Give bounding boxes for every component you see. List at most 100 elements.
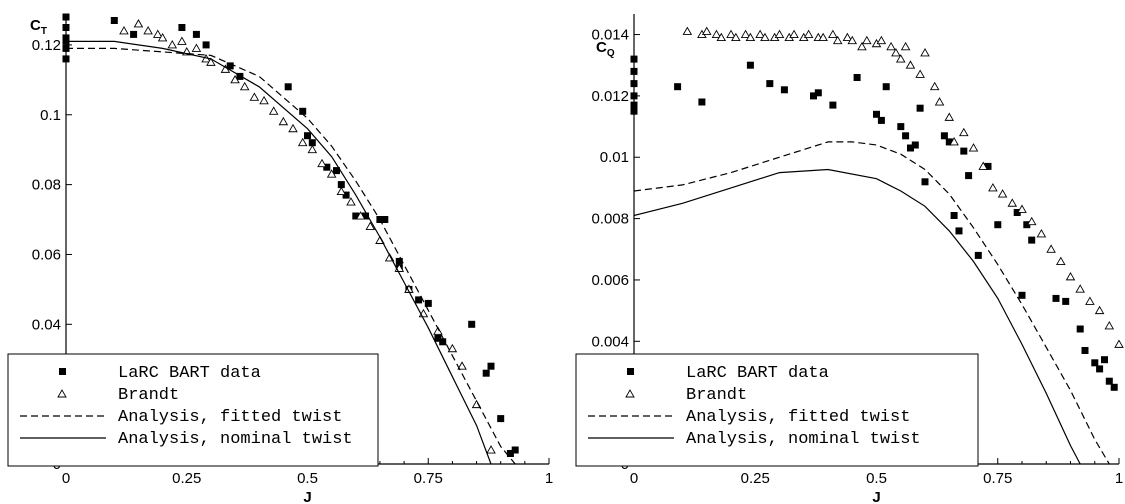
data-point-triangle	[230, 74, 240, 84]
y-axis-label: CQ	[596, 39, 615, 59]
y-axis-label-main: C	[596, 39, 607, 56]
y-tick-label: 0.1	[40, 107, 61, 124]
data-point-triangle	[944, 112, 955, 121]
x-tick-label: 1	[1115, 470, 1123, 487]
data-point-triangle	[701, 26, 712, 35]
data-point-square	[897, 123, 905, 131]
data-point-triangle	[740, 29, 751, 38]
data-point-triangle	[726, 29, 736, 38]
data-point-square	[1062, 297, 1070, 305]
data-point-square	[984, 162, 992, 170]
data-point-triangle	[929, 81, 940, 91]
x-tick-label: 0.5	[866, 470, 887, 487]
data-point-square	[814, 89, 822, 97]
data-point-triangle	[119, 26, 129, 35]
data-point-triangle	[346, 197, 356, 206]
data-point-square	[482, 369, 490, 377]
data-point-square	[1013, 209, 1021, 216]
data-point-triangle	[355, 211, 366, 220]
data-point-square	[955, 227, 963, 235]
data-point-square	[674, 83, 682, 91]
legend-label: Analysis, nominal twist	[686, 430, 921, 449]
data-point-triangle	[167, 40, 178, 49]
y-tick-label: 0.01	[600, 149, 629, 166]
y-tick-label: 0.014	[591, 27, 629, 44]
data-point-triangle	[716, 32, 727, 42]
data-point-square	[395, 257, 403, 265]
data-point-square	[511, 446, 519, 454]
data-point-square	[284, 83, 292, 91]
data-point-square	[780, 86, 788, 94]
plot-area	[630, 26, 1124, 465]
data-point-square	[1052, 294, 1060, 302]
x-tick-label: 1	[545, 470, 553, 487]
data-point-square	[882, 83, 890, 91]
series-1	[630, 55, 1118, 391]
legend-label: Analysis, fitted twist	[686, 408, 910, 427]
data-point-square	[853, 74, 861, 81]
data-point-triangle	[1065, 271, 1076, 281]
data-point-triangle	[143, 26, 153, 35]
data-point-square	[1101, 356, 1108, 364]
y-tick-label: 0.004	[591, 333, 629, 350]
data-point-triangle	[731, 32, 741, 42]
data-point-triangle	[895, 54, 906, 63]
data-point-square	[304, 132, 311, 140]
data-point-triangle	[997, 189, 1008, 198]
data-point-square	[1110, 383, 1118, 391]
data-point-square	[907, 144, 914, 152]
data-point-square	[960, 147, 968, 155]
data-point-triangle	[1114, 339, 1124, 348]
data-point-square	[1096, 365, 1104, 373]
series-4	[633, 168, 1081, 465]
chart-panel-2: 00.250.50.75100.0040.0060.0080.010.0120.…	[575, 14, 1124, 504]
data-point-square	[415, 296, 423, 304]
plot-area	[62, 13, 519, 465]
x-axis-label: J	[872, 489, 880, 504]
data-point-square	[1018, 291, 1026, 299]
x-axis-label: J	[303, 489, 311, 504]
data-point-triangle	[789, 29, 799, 38]
data-point-triangle	[968, 143, 979, 152]
y-axis-label-main: C	[30, 17, 41, 34]
data-point-triangle	[988, 183, 998, 192]
data-point-square	[487, 362, 495, 370]
data-point-square	[468, 320, 476, 328]
data-point-triangle	[842, 32, 853, 42]
data-point-triangle	[847, 35, 858, 45]
data-point-triangle	[1085, 296, 1095, 305]
data-point-triangle	[317, 158, 327, 168]
data-point-square	[342, 191, 350, 199]
data-point-square	[921, 178, 929, 186]
data-point-triangle	[755, 29, 765, 38]
data-point-triangle	[682, 26, 693, 35]
data-point-square	[110, 17, 118, 24]
data-point-square	[439, 338, 447, 346]
y-tick-label: 0.006	[591, 272, 629, 289]
data-point-square	[362, 212, 369, 220]
legend-label: Analysis, fitted twist	[118, 408, 342, 427]
data-point-triangle	[876, 35, 887, 45]
legend-square-marker	[627, 368, 634, 375]
nominal-twist-line	[633, 168, 1081, 465]
data-point-square	[337, 181, 345, 189]
data-point-triangle	[326, 169, 337, 178]
legend-box	[7, 353, 379, 467]
legend-label: LaRC BART data	[686, 364, 829, 383]
data-point-triangle	[1094, 305, 1105, 315]
y-axis-label-sub: Q	[607, 48, 615, 59]
data-point-triangle	[152, 29, 163, 38]
data-point-triangle	[177, 36, 187, 45]
legend-label: Brandt	[686, 386, 747, 405]
data-point-square	[902, 132, 910, 140]
data-point-square	[333, 167, 340, 175]
data-point-square	[965, 172, 973, 180]
y-tick-label: 0.12	[32, 37, 61, 54]
data-point-triangle	[1075, 284, 1085, 293]
data-point-triangle	[336, 186, 347, 196]
y-tick-label: 0.04	[32, 316, 61, 333]
data-point-square	[192, 30, 200, 38]
data-point-triangle	[268, 106, 279, 115]
data-point-square	[945, 138, 953, 146]
